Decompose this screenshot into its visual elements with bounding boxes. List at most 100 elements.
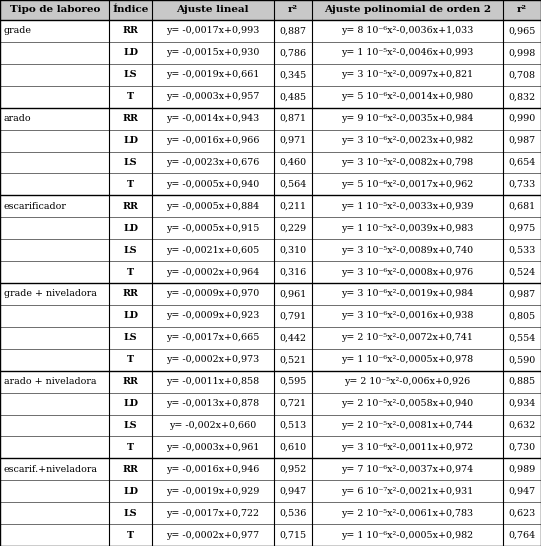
Text: 0,947: 0,947 (508, 486, 535, 496)
Text: y= -0,0003x+0,961: y= -0,0003x+0,961 (166, 443, 260, 452)
Text: 0,990: 0,990 (508, 114, 536, 123)
Text: 0,681: 0,681 (508, 202, 535, 211)
Text: 0,485: 0,485 (279, 92, 306, 101)
Text: LD: LD (123, 311, 138, 321)
Text: y= -0,0003x+0,957: y= -0,0003x+0,957 (166, 92, 260, 101)
Text: y= 6 10⁻⁷x²-0,0021x+0,931: y= 6 10⁻⁷x²-0,0021x+0,931 (341, 486, 473, 496)
Text: y= 1 10⁻⁶x²-0,0005x+0,978: y= 1 10⁻⁶x²-0,0005x+0,978 (341, 355, 473, 364)
Text: Ajuste polinomial de orden 2: Ajuste polinomial de orden 2 (324, 5, 491, 15)
Text: 0,987: 0,987 (508, 136, 535, 145)
Text: RR: RR (123, 202, 138, 211)
Text: 0,832: 0,832 (508, 92, 535, 101)
Text: LD: LD (123, 49, 138, 57)
Text: 0,965: 0,965 (508, 26, 536, 35)
Text: r²: r² (517, 5, 527, 15)
Text: 0,229: 0,229 (279, 224, 306, 233)
Text: y= -0,0002x+0,973: y= -0,0002x+0,973 (166, 355, 259, 364)
Text: y= 5 10⁻⁶x²-0,0017x+0,962: y= 5 10⁻⁶x²-0,0017x+0,962 (341, 180, 473, 189)
Text: 0,947: 0,947 (279, 486, 306, 496)
Text: RR: RR (123, 289, 138, 299)
Text: y= 2 10⁻⁵x²-0,0061x+0,783: y= 2 10⁻⁵x²-0,0061x+0,783 (341, 509, 473, 518)
Text: 0,316: 0,316 (279, 268, 306, 276)
Text: LD: LD (123, 399, 138, 408)
Text: y= 3 10⁻⁵x²-0,0082x+0,798: y= 3 10⁻⁵x²-0,0082x+0,798 (341, 158, 473, 167)
Text: LS: LS (124, 333, 137, 342)
Text: Índice: Índice (113, 5, 149, 15)
Text: y= 2 10⁻⁵x²-0,0058x+0,940: y= 2 10⁻⁵x²-0,0058x+0,940 (341, 399, 473, 408)
Text: arado + niveladora: arado + niveladora (4, 377, 96, 386)
Text: 0,460: 0,460 (279, 158, 306, 167)
Text: LS: LS (124, 421, 137, 430)
Text: y= -0,0005x+0,915: y= -0,0005x+0,915 (166, 224, 260, 233)
Text: Tipo de laboreo: Tipo de laboreo (10, 5, 100, 15)
Text: y= 3 10⁻⁶x²-0,0008x+0,976: y= 3 10⁻⁶x²-0,0008x+0,976 (341, 268, 473, 276)
Text: LD: LD (123, 136, 138, 145)
Text: 0,871: 0,871 (279, 114, 306, 123)
Text: T: T (127, 92, 134, 101)
Text: 0,730: 0,730 (508, 443, 535, 452)
Text: LS: LS (124, 509, 137, 518)
Text: y= 9 10⁻⁶x²-0,0035x+0,984: y= 9 10⁻⁶x²-0,0035x+0,984 (341, 114, 473, 123)
Text: 0,975: 0,975 (508, 224, 536, 233)
Text: 0,533: 0,533 (508, 246, 536, 254)
Text: y= 8 10⁻⁶x²-0,0036x+1,033: y= 8 10⁻⁶x²-0,0036x+1,033 (341, 26, 473, 35)
Text: y= 3 10⁻⁶x²-0,0011x+0,972: y= 3 10⁻⁶x²-0,0011x+0,972 (341, 443, 473, 452)
Text: RR: RR (123, 377, 138, 386)
Text: T: T (127, 180, 134, 189)
Text: y= 2 10⁻⁵x²-0,006x+0,926: y= 2 10⁻⁵x²-0,006x+0,926 (344, 377, 470, 386)
Text: y= 7 10⁻⁶x²-0,0037x+0,974: y= 7 10⁻⁶x²-0,0037x+0,974 (341, 465, 473, 474)
Text: y= -0,0002x+0,964: y= -0,0002x+0,964 (166, 268, 259, 276)
Text: y= -0,0005x+0,940: y= -0,0005x+0,940 (166, 180, 259, 189)
Text: y= -0,0013x+0,878: y= -0,0013x+0,878 (166, 399, 259, 408)
Text: 0,708: 0,708 (508, 70, 535, 79)
Text: T: T (127, 268, 134, 276)
Text: 0,590: 0,590 (508, 355, 536, 364)
Text: 0,786: 0,786 (279, 49, 306, 57)
Text: 0,934: 0,934 (508, 399, 536, 408)
Text: 0,998: 0,998 (508, 49, 536, 57)
Text: LS: LS (124, 158, 137, 167)
Text: y= -0,0021x+0,605: y= -0,0021x+0,605 (166, 246, 259, 254)
Text: y= 3 10⁻⁵x²-0,0097x+0,821: y= 3 10⁻⁵x²-0,0097x+0,821 (341, 70, 473, 79)
Text: y= -0,002x+0,660: y= -0,002x+0,660 (169, 421, 256, 430)
Text: 0,952: 0,952 (279, 465, 306, 474)
Text: 0,623: 0,623 (508, 509, 536, 518)
Text: 0,989: 0,989 (508, 465, 536, 474)
Text: y= -0,0005x+0,884: y= -0,0005x+0,884 (166, 202, 259, 211)
Text: y= 1 10⁻⁵x²-0,0039x+0,983: y= 1 10⁻⁵x²-0,0039x+0,983 (341, 224, 473, 233)
Text: 0,764: 0,764 (508, 531, 535, 539)
Text: 0,971: 0,971 (279, 136, 306, 145)
Text: 0,654: 0,654 (508, 158, 536, 167)
Text: 0,513: 0,513 (279, 421, 306, 430)
Text: T: T (127, 531, 134, 539)
Text: y= 3 10⁻⁶x²-0,0023x+0,982: y= 3 10⁻⁶x²-0,0023x+0,982 (341, 136, 473, 145)
Text: grade + niveladora: grade + niveladora (4, 289, 97, 299)
Text: LD: LD (123, 486, 138, 496)
Text: 0,564: 0,564 (279, 180, 306, 189)
Text: 0,521: 0,521 (279, 355, 306, 364)
Text: T: T (127, 355, 134, 364)
Text: 0,887: 0,887 (279, 26, 306, 35)
Text: 0,442: 0,442 (279, 333, 306, 342)
Text: y= 3 10⁻⁵x²-0,0089x+0,740: y= 3 10⁻⁵x²-0,0089x+0,740 (341, 246, 473, 254)
Text: 0,310: 0,310 (279, 246, 306, 254)
Text: 0,632: 0,632 (508, 421, 536, 430)
Text: y= -0,0017x+0,722: y= -0,0017x+0,722 (166, 509, 259, 518)
Text: 0,554: 0,554 (508, 333, 536, 342)
Text: 0,536: 0,536 (279, 509, 306, 518)
Text: 0,715: 0,715 (279, 531, 306, 539)
Text: y= -0,0016x+0,946: y= -0,0016x+0,946 (166, 465, 260, 474)
Text: y= -0,0009x+0,970: y= -0,0009x+0,970 (166, 289, 259, 299)
Text: y= 2 10⁻⁵x²-0,0081x+0,744: y= 2 10⁻⁵x²-0,0081x+0,744 (341, 421, 473, 430)
Text: 0,987: 0,987 (508, 289, 535, 299)
Text: y= -0,0016x+0,966: y= -0,0016x+0,966 (166, 136, 260, 145)
Text: RR: RR (123, 26, 138, 35)
Text: y= -0,0015x+0,930: y= -0,0015x+0,930 (166, 49, 260, 57)
Text: y= -0,0009x+0,923: y= -0,0009x+0,923 (166, 311, 260, 321)
Text: LS: LS (124, 246, 137, 254)
Text: y= -0,0014x+0,943: y= -0,0014x+0,943 (166, 114, 259, 123)
Text: 0,610: 0,610 (279, 443, 306, 452)
Text: arado: arado (4, 114, 31, 123)
Text: T: T (127, 443, 134, 452)
Text: LS: LS (124, 70, 137, 79)
